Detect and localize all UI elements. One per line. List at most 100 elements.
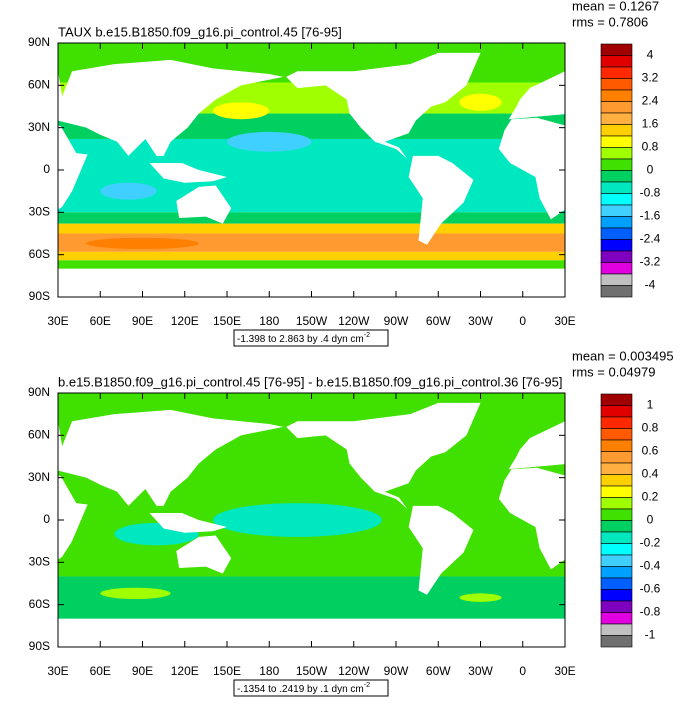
colorbar-box — [600, 273, 633, 286]
colorbar-label: 0 — [647, 513, 654, 527]
land — [508, 71, 565, 120]
range-sup: -2 — [364, 682, 370, 689]
land — [149, 512, 227, 533]
colorbar-box — [600, 124, 633, 137]
lon-label: 90E — [132, 664, 153, 678]
colorbar-box — [600, 135, 633, 148]
field-band — [58, 260, 565, 269]
colorbar-box — [600, 89, 633, 102]
range-sup: -2 — [364, 332, 370, 339]
colorbar-box — [600, 204, 633, 217]
colorbar-label: -0.6 — [640, 582, 661, 596]
colorbar-box — [600, 216, 633, 229]
field-band — [58, 251, 565, 261]
range-text: -.1354 to .2419 by .1 dyn cm — [237, 684, 364, 695]
stat: rms = 0.04979 — [572, 364, 655, 379]
lon-label: 30W — [468, 314, 493, 328]
colorbar-box — [600, 101, 633, 114]
colorbar-box — [600, 600, 633, 613]
stat: mean = 0.003495 — [572, 348, 674, 363]
colorbar-box — [600, 589, 633, 602]
colorbar-box — [600, 170, 633, 183]
colorbar-box — [600, 239, 633, 252]
lon-label: 150E — [213, 314, 241, 328]
colorbar-label: -1 — [645, 628, 656, 642]
colorbar-box — [600, 158, 633, 171]
colorbar-box — [600, 520, 633, 533]
lon-label: 60E — [90, 314, 111, 328]
lon-label: 30E — [554, 314, 575, 328]
land — [149, 162, 227, 183]
field-blob — [459, 593, 502, 602]
field-band — [58, 212, 565, 224]
lon-label: 0 — [519, 664, 526, 678]
colorbar-label: -0.2 — [640, 536, 661, 550]
colorbar-box — [600, 428, 633, 441]
lat-label: 30S — [29, 555, 50, 569]
colorbar-label: 1.6 — [642, 117, 659, 131]
colorbar-box — [600, 285, 633, 298]
lat-label: 90N — [28, 385, 50, 399]
lon-label: 60W — [426, 314, 451, 328]
lon-label: 0 — [519, 314, 526, 328]
lat-label: 60N — [28, 428, 50, 442]
lon-label: 150E — [213, 664, 241, 678]
colorbar-box — [600, 554, 633, 567]
stat: mean = 0.1267 — [572, 0, 659, 13]
colorbar-box — [600, 485, 633, 498]
lat-label: 30N — [28, 470, 50, 484]
colorbar-box — [600, 451, 633, 464]
colorbar-box — [600, 462, 633, 475]
colorbar-label: 0.8 — [642, 421, 659, 435]
land — [408, 505, 474, 595]
colorbar-box — [600, 78, 633, 91]
field-blob — [86, 237, 199, 250]
colorbar-box — [600, 250, 633, 263]
lon-label: 150W — [296, 664, 328, 678]
colorbar-box — [600, 147, 633, 160]
lat-label: 90S — [29, 289, 50, 303]
field-blob — [212, 102, 270, 120]
range-text: -1.398 to 2.863 by .4 dyn cm — [237, 334, 364, 345]
colorbar-label: -3.2 — [640, 255, 661, 269]
land — [58, 409, 284, 506]
colorbar-box — [600, 623, 633, 636]
lon-label: 90E — [132, 314, 153, 328]
lon-label: 150W — [296, 314, 328, 328]
colorbar-box — [600, 566, 633, 579]
field-blob — [100, 182, 157, 200]
colorbar-label: -2.4 — [640, 232, 661, 246]
lat-label: 0 — [43, 162, 50, 176]
colorbar-box — [600, 612, 633, 625]
colorbar-box — [600, 193, 633, 206]
colorbar-box — [600, 393, 633, 406]
colorbar-box — [600, 227, 633, 240]
land — [58, 475, 88, 560]
land — [58, 421, 66, 465]
land — [286, 402, 481, 509]
colorbar-label: 0.4 — [642, 467, 659, 481]
colorbar-box — [600, 543, 633, 556]
land — [58, 125, 88, 210]
stat: rms = 0.7806 — [572, 14, 648, 29]
colorbar-box — [600, 439, 633, 452]
land — [58, 59, 284, 156]
colorbar-label: -4 — [645, 278, 656, 292]
colorbar-label: -0.8 — [640, 605, 661, 619]
lon-label: 30W — [468, 664, 493, 678]
lon-label: 60W — [426, 664, 451, 678]
colorbar-label: 4 — [647, 48, 654, 62]
colorbar-box — [600, 112, 633, 125]
field-band — [58, 138, 565, 213]
colorbar-label: -0.8 — [640, 186, 661, 200]
colorbar-box — [600, 635, 633, 648]
range-box — [233, 679, 389, 697]
lon-label: 60E — [90, 664, 111, 678]
colorbar-label: 0.2 — [642, 490, 659, 504]
map-field — [58, 43, 565, 297]
lat-label: 60N — [28, 78, 50, 92]
field-blob — [100, 587, 171, 600]
colorbar-label: -0.4 — [640, 559, 661, 573]
colorbar-label: 0.6 — [642, 444, 659, 458]
